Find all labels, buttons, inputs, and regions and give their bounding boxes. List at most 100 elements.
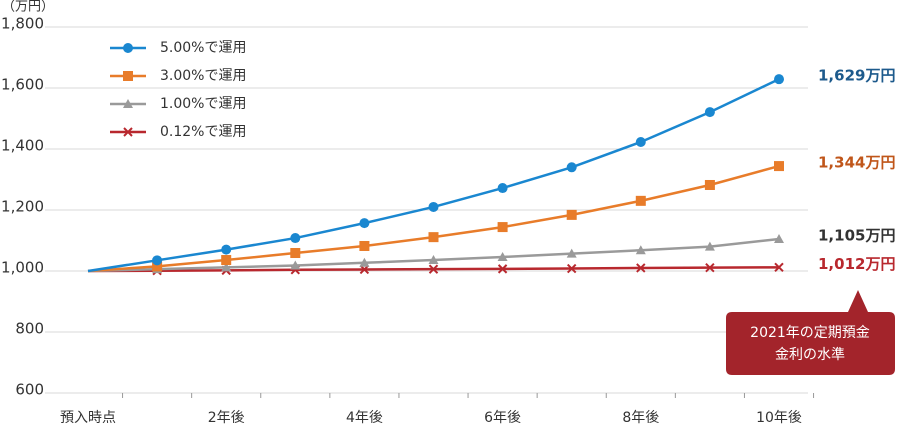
marker-shape bbox=[428, 255, 439, 265]
marker-shape bbox=[221, 262, 232, 272]
marker bbox=[359, 264, 370, 275]
marker bbox=[428, 264, 439, 274]
marker bbox=[566, 248, 577, 258]
marker-shape bbox=[497, 264, 508, 274]
marker bbox=[635, 245, 646, 255]
marker bbox=[152, 255, 163, 266]
marker-shape bbox=[428, 232, 439, 243]
marker-shape bbox=[290, 260, 301, 270]
end-label: 1,629万円 bbox=[818, 67, 895, 85]
marker bbox=[635, 136, 646, 147]
legend-label: 0.12%で運用 bbox=[160, 124, 246, 140]
marker-shape bbox=[705, 262, 715, 273]
marker bbox=[123, 71, 133, 81]
marker-shape bbox=[704, 179, 715, 190]
marker-shape bbox=[290, 248, 301, 259]
x-tick-label: 10年後 bbox=[756, 410, 802, 426]
marker-shape bbox=[636, 263, 646, 273]
marker-shape bbox=[774, 262, 784, 273]
y-tick-label: 1,600 bbox=[1, 76, 44, 94]
marker-shape bbox=[123, 127, 133, 137]
marker bbox=[774, 233, 784, 243]
marker bbox=[566, 209, 577, 220]
marker bbox=[635, 195, 646, 206]
marker-shape bbox=[497, 183, 508, 194]
marker bbox=[774, 262, 784, 273]
marker bbox=[774, 161, 784, 172]
marker bbox=[221, 255, 232, 266]
marker bbox=[221, 244, 232, 255]
marker bbox=[359, 218, 370, 229]
marker-shape bbox=[497, 251, 508, 261]
y-tick-label: 1,200 bbox=[1, 198, 44, 216]
marker-shape bbox=[774, 233, 784, 243]
marker bbox=[290, 248, 301, 259]
marker-shape bbox=[635, 245, 646, 255]
marker bbox=[566, 162, 577, 173]
marker bbox=[123, 127, 133, 137]
marker-shape bbox=[359, 240, 370, 251]
marker bbox=[428, 255, 439, 265]
marker-shape bbox=[774, 74, 784, 85]
marker bbox=[290, 233, 301, 244]
x-tick-label: 4年後 bbox=[346, 410, 383, 426]
marker bbox=[704, 241, 715, 251]
x-tick-label: 2年後 bbox=[208, 410, 245, 426]
marker-shape bbox=[704, 107, 715, 118]
marker-shape bbox=[359, 257, 370, 267]
marker bbox=[497, 264, 508, 274]
marker bbox=[123, 43, 133, 53]
marker-shape bbox=[566, 263, 577, 274]
marker bbox=[774, 74, 784, 85]
y-tick-label: 600 bbox=[15, 381, 44, 399]
marker-shape bbox=[221, 255, 232, 266]
marker-shape bbox=[123, 99, 133, 108]
marker bbox=[359, 257, 370, 267]
legend-label: 1.00%で運用 bbox=[160, 96, 246, 112]
end-label: 1,344万円 bbox=[818, 154, 895, 172]
marker-shape bbox=[123, 43, 133, 53]
x-tick-label: 預入時点 bbox=[60, 410, 116, 426]
marker bbox=[221, 262, 232, 272]
marker bbox=[497, 222, 508, 233]
marker-shape bbox=[497, 222, 508, 233]
marker-shape bbox=[428, 264, 439, 274]
callout bbox=[726, 290, 895, 375]
marker-shape bbox=[704, 241, 715, 251]
marker bbox=[428, 201, 439, 212]
callout-text: 2021年の定期預金 bbox=[750, 325, 870, 341]
marker bbox=[152, 261, 163, 272]
marker-shape bbox=[152, 261, 163, 272]
marker-shape bbox=[428, 201, 439, 212]
end-label: 1,012万円 bbox=[818, 255, 895, 273]
marker bbox=[704, 179, 715, 190]
marker-shape bbox=[290, 233, 301, 244]
y-tick-label: 800 bbox=[15, 320, 44, 338]
x-tick-label: 6年後 bbox=[484, 410, 521, 426]
y-unit: （万円） bbox=[2, 0, 54, 15]
marker-shape bbox=[566, 248, 577, 258]
marker-shape bbox=[221, 244, 232, 255]
marker-shape bbox=[635, 195, 646, 206]
y-tick-label: 1,800 bbox=[1, 15, 44, 33]
marker-shape bbox=[359, 218, 370, 229]
marker bbox=[566, 263, 577, 274]
marker bbox=[290, 260, 301, 270]
marker bbox=[636, 263, 646, 273]
legend-label: 3.00%で運用 bbox=[160, 68, 246, 84]
marker bbox=[705, 262, 715, 273]
y-tick-label: 1,400 bbox=[1, 137, 44, 155]
marker-shape bbox=[566, 209, 577, 220]
end-label: 1,105万円 bbox=[818, 226, 895, 244]
marker-shape bbox=[635, 136, 646, 147]
y-tick-label: 1,000 bbox=[1, 259, 44, 277]
marker bbox=[497, 183, 508, 194]
marker-shape bbox=[123, 71, 133, 81]
x-tick-label: 8年後 bbox=[622, 410, 659, 426]
marker bbox=[704, 107, 715, 118]
marker-shape bbox=[359, 264, 370, 275]
marker bbox=[123, 99, 133, 108]
marker-shape bbox=[774, 161, 784, 172]
marker bbox=[428, 232, 439, 243]
